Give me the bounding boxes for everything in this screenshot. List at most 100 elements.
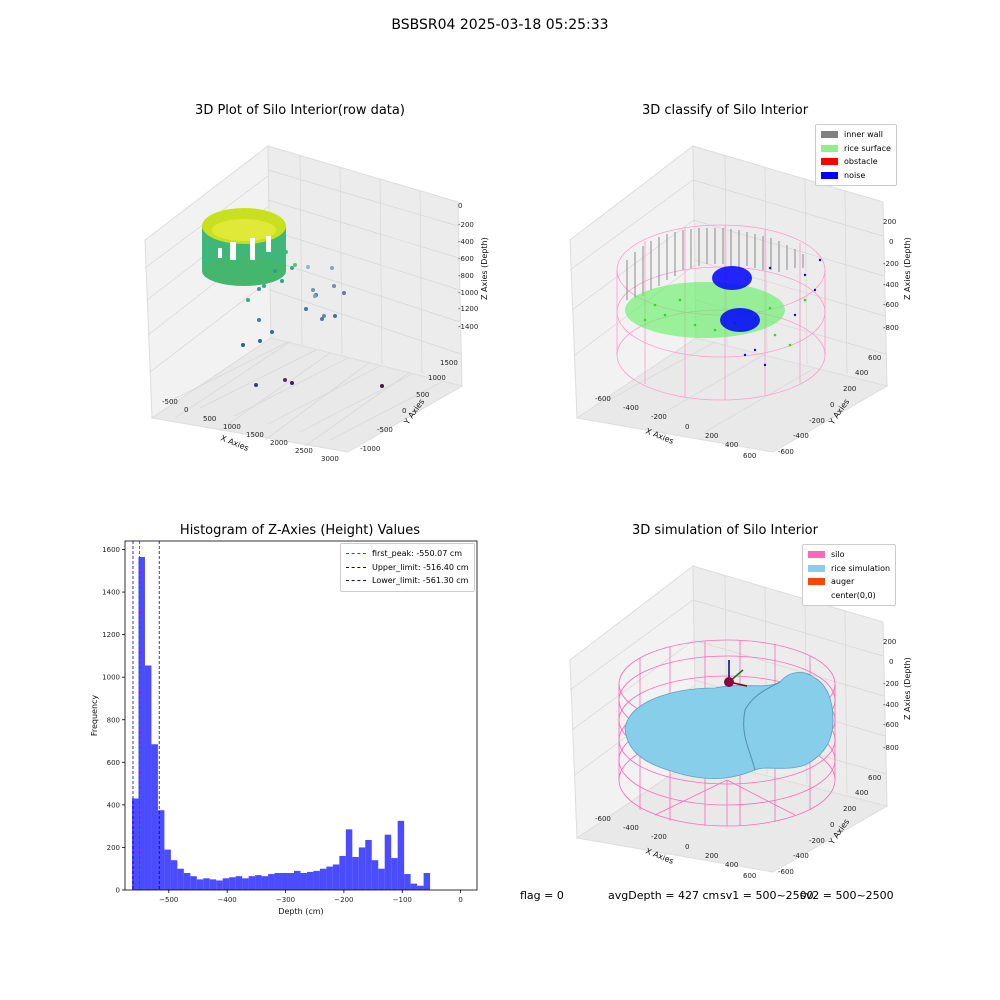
legend-swatch [808, 564, 825, 572]
histogram-bar [306, 871, 314, 890]
histogram-chart: −500 −400 −300 −200 −100 0 0 200 400 600 800 1000 1… [90, 540, 478, 916]
histogram-bar [384, 834, 392, 890]
svg-text:0: 0 [184, 406, 188, 414]
legend-swatch [821, 158, 838, 166]
histogram-bar [417, 885, 424, 890]
svg-text:600: 600 [743, 452, 756, 460]
legend-item-center: center(0,0) [808, 589, 890, 603]
legend-swatch [821, 131, 838, 139]
classify-rice-surface [625, 282, 785, 338]
histogram-ytick-label: 600 [107, 759, 120, 767]
histogram-bar [345, 829, 353, 890]
histogram-bar [319, 868, 327, 890]
svg-text:400: 400 [725, 441, 738, 449]
histogram-bar [274, 872, 282, 890]
svg-text:-500: -500 [162, 398, 178, 406]
legend-swatch [821, 144, 838, 152]
svg-text:-1000: -1000 [360, 445, 380, 453]
histogram-bar [151, 744, 158, 890]
svg-text:-1000: -1000 [458, 289, 478, 297]
svg-text:-600: -600 [883, 301, 899, 309]
svg-text:-200: -200 [883, 260, 899, 268]
histogram-bar [391, 858, 398, 890]
svg-text:0: 0 [685, 843, 689, 851]
histogram-ytick-label: 400 [107, 801, 120, 809]
histogram-bar [209, 879, 217, 890]
histogram-ytick-label: 1000 [102, 674, 120, 682]
svg-text:500: 500 [416, 391, 429, 399]
legend-item-rice-surface: rice surface [821, 142, 891, 156]
histogram-frame [124, 540, 478, 891]
histogram-xtick-label: 0 [458, 896, 462, 904]
legend-dash-swatch [346, 580, 366, 582]
histogram-ytick-label: 1200 [102, 631, 120, 639]
legend-item-silo: silo [808, 548, 890, 562]
raw-scatter-points [241, 250, 384, 388]
histogram-bar [300, 872, 307, 890]
histogram-bar [281, 872, 288, 890]
histogram-bar [222, 878, 230, 890]
legend-dash-swatch [346, 566, 366, 568]
avg-depth-text: avgDepth = 427 cm [608, 889, 720, 902]
histogram-bar [358, 847, 366, 890]
histogram-yticks: 0 200 400 600 800 1000 1200 1400 1600 [102, 546, 125, 895]
svg-text:600: 600 [868, 354, 881, 362]
histogram-bar [339, 855, 346, 890]
svg-text:600: 600 [868, 774, 881, 782]
svg-text:0: 0 [458, 202, 462, 210]
svg-text:2000: 2000 [270, 439, 288, 447]
svg-text:0: 0 [402, 407, 406, 415]
sv2-text: sv2 = 500~2500 [800, 889, 894, 902]
histogram-ytick-label: 800 [107, 716, 120, 724]
simulation-legend: silo rice simulation auger center(0,0) [802, 544, 897, 606]
histogram-bar [177, 868, 184, 890]
sv1-text: sv1 = 500~2500 [720, 889, 814, 902]
histogram-ytick-label: 1400 [102, 589, 120, 597]
histogram-bar [410, 883, 418, 890]
histogram-bar [242, 878, 249, 890]
svg-text:-600: -600 [458, 255, 474, 263]
histogram-bar [132, 798, 139, 890]
histogram-bar [183, 872, 191, 890]
histogram-ytick-label: 200 [107, 844, 120, 852]
svg-text:-500: -500 [377, 426, 393, 434]
classify-legend: inner wall rice surface obstacle noise [815, 124, 897, 186]
svg-text:-400: -400 [793, 432, 809, 440]
histogram-bar [313, 870, 320, 890]
svg-text:200: 200 [843, 385, 856, 393]
raw-zticks: 0 -200 -400 -600 -800 -1000 -1200 -1400 [458, 202, 478, 331]
classify-inner-wall [626, 228, 804, 300]
svg-text:0: 0 [889, 658, 893, 666]
histogram-xtick-label: −300 [276, 896, 295, 904]
histogram-bar [293, 870, 301, 890]
raw-plot-title: 3D Plot of Silo Interior(row data) [195, 103, 405, 118]
svg-text:600: 600 [743, 872, 756, 880]
legend-item-rice-simulation: rice simulation [808, 562, 890, 576]
classify-noise [712, 258, 822, 367]
classify-zlabel: Z Axies (Depth) [903, 237, 912, 300]
simulation-3d-plot: -600 -400 -200 0 200 400 600 -600 -400 -… [569, 565, 912, 880]
svg-text:-200: -200 [651, 413, 667, 421]
histogram-bar [261, 876, 269, 890]
svg-text:-400: -400 [883, 701, 899, 709]
svg-text:-600: -600 [778, 448, 794, 456]
raw-grid [144, 155, 462, 447]
histogram-bar [287, 872, 294, 890]
svg-text:200: 200 [843, 805, 856, 813]
legend-item-first-peak: first_peak: -550.07 cm [346, 547, 469, 561]
histogram-bar [144, 665, 152, 890]
svg-text:-600: -600 [595, 815, 611, 823]
histogram-bars [132, 556, 431, 890]
svg-text:-400: -400 [623, 404, 639, 412]
figure-title: BSBSR04 2025-03-18 05:25:33 [391, 17, 609, 33]
svg-text:-600: -600 [778, 868, 794, 876]
histogram-bar [371, 860, 379, 890]
svg-text:-200: -200 [458, 221, 474, 229]
histogram-bar [255, 875, 262, 890]
raw-3d-plot: -500 0 500 1000 1500 2000 2500 3000 -100… [144, 145, 489, 463]
svg-text:400: 400 [855, 789, 868, 797]
histogram-bar [138, 556, 145, 890]
legend-swatch [808, 551, 825, 559]
svg-text:2500: 2500 [295, 447, 313, 455]
histogram-bar [365, 839, 372, 890]
